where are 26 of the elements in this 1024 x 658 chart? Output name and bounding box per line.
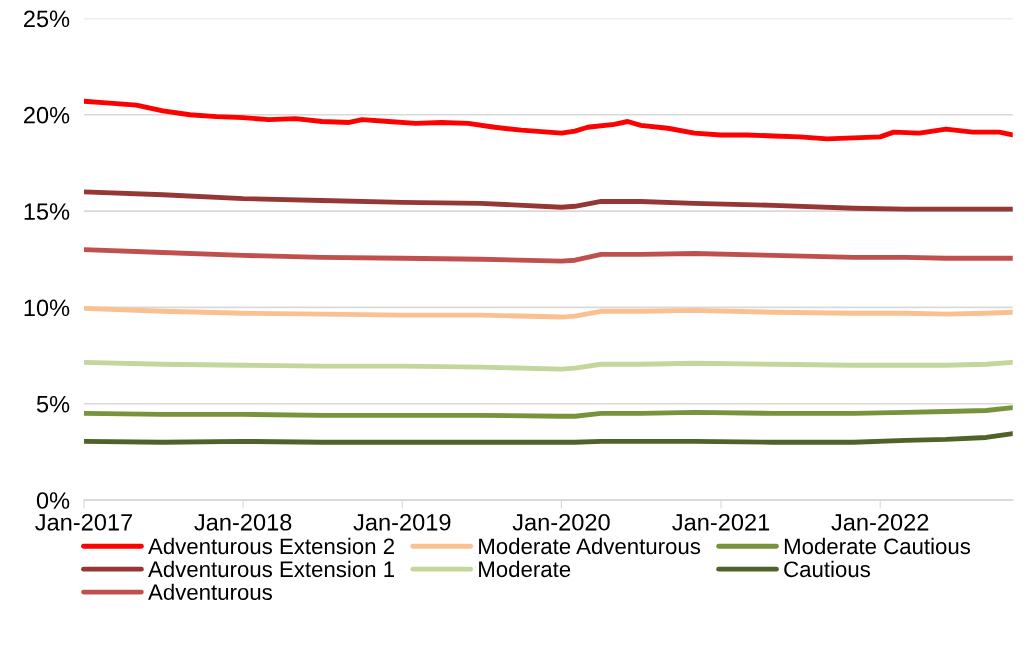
x-tick-label: Jan-2017 <box>35 513 133 531</box>
y-tick-label: 15% <box>24 203 70 220</box>
legend-label: Moderate Cautious <box>784 537 971 555</box>
line-series <box>83 189 1013 212</box>
line-series <box>83 305 1013 320</box>
legend-label: Cautious <box>784 560 870 578</box>
y-tick-label: 5% <box>36 395 70 413</box>
line-series <box>83 98 1013 142</box>
legend-label: Adventurous <box>148 583 272 601</box>
line-series <box>83 359 1013 372</box>
line-series <box>83 405 1013 419</box>
x-tick-label: Jan-2018 <box>194 513 292 531</box>
y-tick-label: 25% <box>24 10 70 28</box>
line-series <box>83 431 1013 445</box>
x-tick-label: Jan-2022 <box>831 513 929 531</box>
legend-label: Moderate Adventurous <box>479 537 701 555</box>
y-tick-label: 20% <box>24 106 70 124</box>
y-tick-label: 10% <box>24 299 70 317</box>
legend-label: Moderate <box>479 560 571 578</box>
x-tick-label: Jan-2020 <box>512 513 610 531</box>
line-series <box>83 247 1013 264</box>
y-tick-label: 0% <box>36 492 70 509</box>
legend-label: Adventurous Extension 2 <box>148 537 394 555</box>
x-tick-label: Jan-2021 <box>672 513 770 531</box>
legend-label: Adventurous Extension 1 <box>148 560 394 578</box>
x-tick-label: Jan-2019 <box>353 513 451 531</box>
